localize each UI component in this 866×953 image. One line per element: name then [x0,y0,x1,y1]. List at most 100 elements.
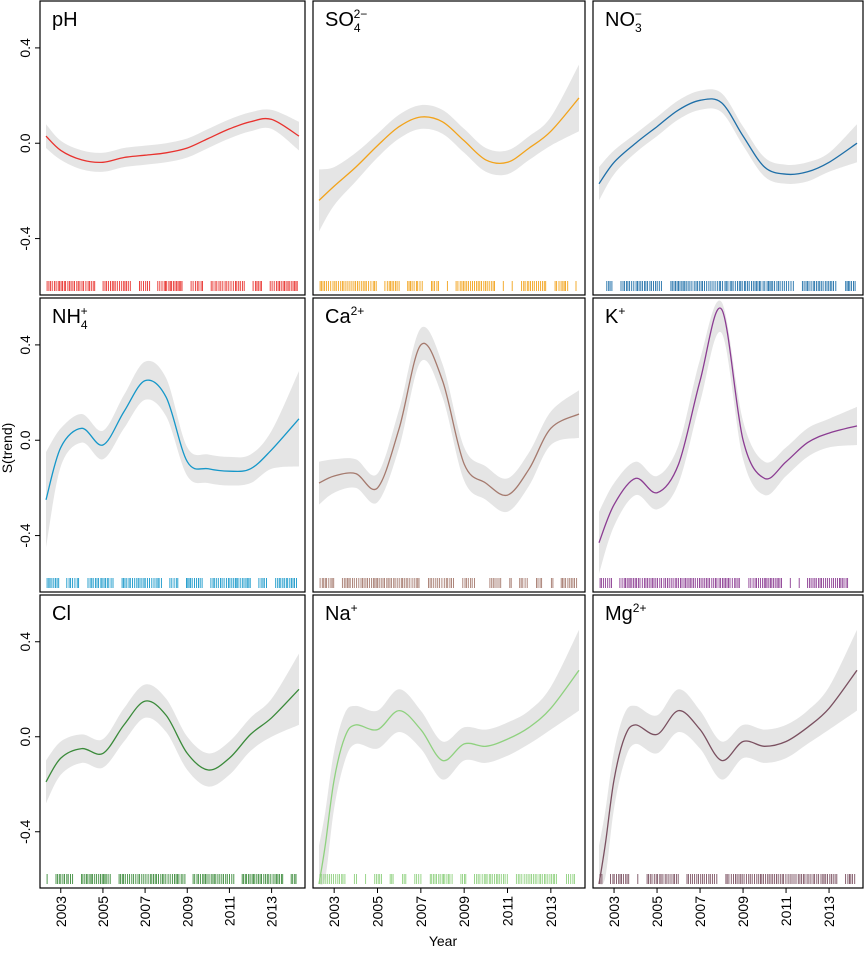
x-tick-label: 2007 [413,896,429,927]
x-tick-label: 2011 [500,896,516,926]
y-tick-label: 0.0 [17,727,33,747]
panel-title-base: Cl [52,603,71,625]
panel-title: NH4+ [52,304,88,332]
panel-4: NH4+ [39,297,306,593]
confidence-band [599,300,857,574]
y-tick-label: -0.4 [17,226,33,250]
x-tick-label: 2007 [692,896,708,927]
x-tick-label: 2003 [53,896,69,927]
x-tick-label: 2013 [543,896,559,927]
y-tick-label: 0.0 [17,133,33,153]
panel-frame [592,297,864,593]
panel-title-sup: 2+ [633,601,647,615]
panel-frame [39,594,306,889]
x-tick-label: 2013 [264,896,280,927]
rug-marks [46,578,297,588]
panel-title: Cl [52,603,71,625]
panel-title-sub: 3 [635,21,642,35]
trend-line [598,98,858,185]
trend-line [318,669,580,885]
panel-frame [39,297,306,593]
panel-title: NO3− [605,7,642,35]
x-tick-label: 2005 [649,896,665,927]
panel-2: SO42− [312,0,586,296]
trend-line [598,307,858,543]
rug-marks [599,578,849,588]
panel-frame [39,0,306,296]
panel-title: SO42− [325,7,367,35]
panel-title-sub: 4 [81,318,88,332]
x-tick-label: 2013 [821,896,837,927]
panel-title-base: SO [325,9,354,31]
y-tick-label: 0.4 [17,632,33,652]
panel-title: pH [52,9,78,31]
panel-6: K+ [592,297,864,593]
panel-title-base: NH [52,306,81,328]
rug-marks [606,281,856,291]
rug-marks [46,874,297,884]
confidence-band [319,629,579,885]
x-axis-title: Year [429,933,458,949]
panel-1: pH [39,0,306,296]
panel-title: Mg2+ [605,601,646,625]
rug-marks [319,281,577,291]
x-tick-label: 2003 [606,896,622,927]
y-tick-label: 0.4 [17,38,33,58]
y-tick-label: 0.4 [17,335,33,355]
panel-frame [312,0,586,296]
panel-5: Ca2+ [312,297,586,593]
x-tick-label: 2009 [456,896,472,927]
x-tick-label: 2009 [735,896,751,927]
panel-title-base: Na [325,603,351,625]
panel-title-base: Ca [325,306,351,328]
confidence-band [46,360,299,548]
trend-line [598,669,858,885]
y-tick-label: -0.4 [17,523,33,547]
x-tick-label: 2005 [370,896,386,927]
confidence-band [46,653,299,804]
panel-frame [592,0,864,296]
trend-line [45,688,300,783]
trend-line [318,342,580,497]
panel-title-sup: + [351,601,358,615]
y-axis-title: S(trend) [0,423,15,474]
panel-title: Na+ [325,601,358,625]
panel-title-sub: 4 [354,21,361,35]
confidence-band [319,64,579,232]
panel-title-base: Mg [605,603,633,625]
panel-title-sup: + [618,304,625,318]
panel-3: NO3− [592,0,864,296]
rug-marks [599,874,856,884]
panel-title-sup: 2+ [351,304,365,318]
panel-title-base: pH [52,9,78,31]
x-tick-label: 2011 [778,896,794,926]
trend-line [45,117,300,164]
x-tick-label: 2003 [326,896,342,927]
x-tick-label: 2007 [137,896,153,927]
panel-frame [312,297,586,593]
panel-9: Mg2+ [592,594,864,889]
x-tick-label: 2011 [221,896,237,926]
panel-frame [592,594,864,889]
rug-marks [46,281,298,291]
trend-line [318,97,580,201]
panel-title-base: K [605,306,619,328]
panel-title: K+ [605,304,625,328]
panel-title-sup: − [635,7,642,21]
confidence-band [46,109,299,172]
trend-line [45,379,300,500]
panel-frame [312,594,586,889]
panel-title-sup: + [81,304,88,318]
confidence-band [319,326,579,513]
confidence-band [599,89,857,201]
y-tick-label: 0.0 [17,430,33,450]
panel-title-sup: 2− [354,7,368,21]
rug-marks [319,578,578,588]
panel-8: Na+ [312,594,586,889]
panel-title-base: NO [605,9,635,31]
y-tick-label: -0.4 [17,819,33,843]
panel-7: Cl [39,594,306,889]
rug-marks [319,874,575,884]
panel-title: Ca2+ [325,304,364,328]
